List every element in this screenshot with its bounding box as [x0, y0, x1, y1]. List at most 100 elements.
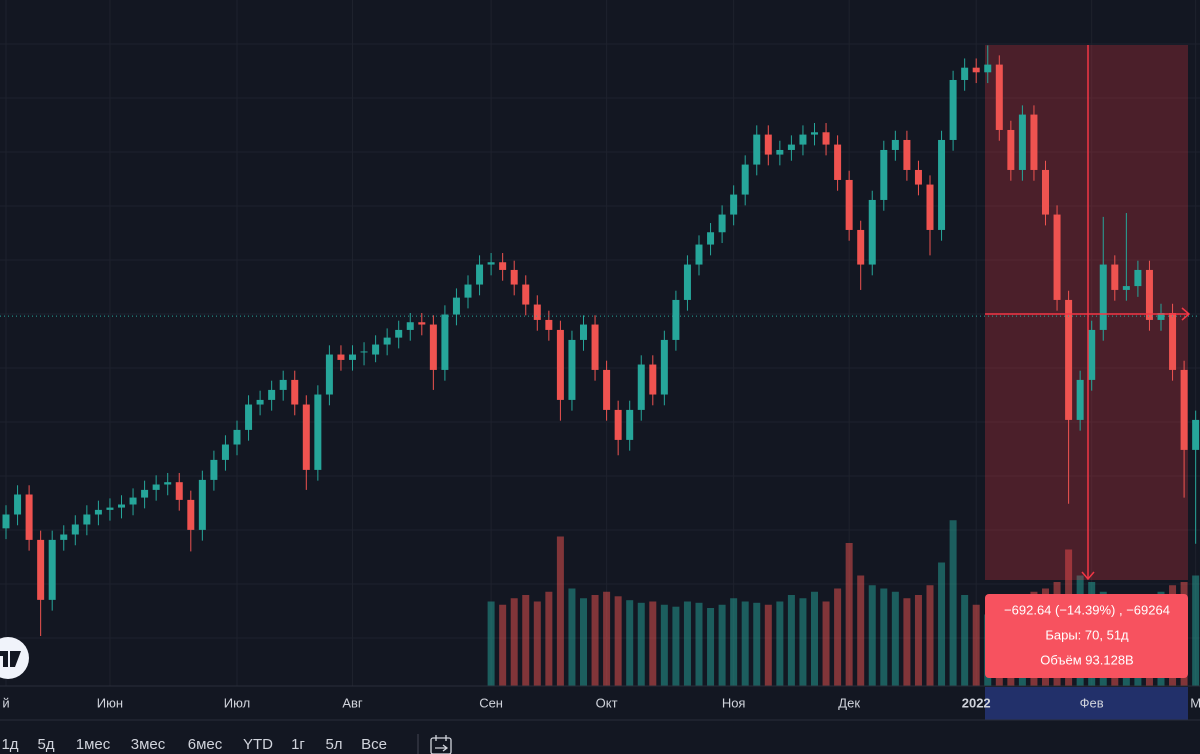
candle-body [71, 524, 79, 535]
candle-body [776, 149, 784, 155]
volume-bar [1192, 575, 1200, 686]
volume-bar [683, 601, 691, 686]
candle-body [210, 459, 218, 480]
measure-change: −692.64 (−14.39%) , −69264 [1004, 602, 1170, 617]
volume-bar [822, 601, 830, 686]
candle-body [637, 364, 645, 410]
calendar-icon[interactable] [430, 735, 452, 754]
range-button[interactable]: YTD [243, 736, 273, 753]
candle-body [337, 354, 345, 360]
measure-volume: Объём 93.128B [1040, 652, 1133, 667]
candle-body [302, 404, 310, 470]
candle-body [256, 399, 264, 405]
range-button[interactable]: 5д [37, 736, 54, 753]
candle-layer [2, 45, 1200, 637]
volume-bar [660, 604, 668, 686]
candle-body [660, 339, 668, 395]
candle-body [60, 534, 68, 540]
range-button[interactable]: 3мес [131, 736, 166, 753]
volume-bar [753, 602, 761, 686]
range-button[interactable]: 1мес [76, 736, 111, 753]
candle-body [1134, 269, 1142, 287]
x-tick-label: Июл [224, 695, 250, 710]
candle-body [349, 354, 356, 360]
candle-body [868, 199, 876, 265]
calendar-frame [430, 737, 452, 754]
candle-body [1065, 299, 1073, 420]
candle-body [1111, 264, 1119, 290]
candle-body [14, 494, 22, 515]
candle-body [106, 507, 114, 510]
candle-body [914, 169, 922, 185]
candle-body [1099, 264, 1107, 330]
candle-body [683, 264, 691, 300]
volume-bar [487, 601, 495, 686]
measure-bars: Бары: 70, 51д [1045, 627, 1129, 642]
volume-bar [787, 595, 795, 686]
x-tick-label: Окт [596, 695, 618, 710]
candle-body [591, 324, 599, 370]
toolbar: 1д 5д 1мес 3мес 6мес YTD 1г 5л Все [1, 736, 386, 753]
candle-body [291, 379, 299, 405]
range-button[interactable]: 1г [291, 736, 305, 753]
candle-body [972, 67, 980, 73]
range-button[interactable]: Все [361, 736, 387, 753]
candle-body [187, 499, 195, 530]
volume-bar [522, 595, 530, 686]
candle-body [37, 539, 45, 600]
volume-bar [799, 598, 807, 686]
volume-bar [591, 595, 599, 686]
candle-body [1145, 269, 1153, 320]
candle-body [568, 339, 576, 400]
candle-body [1122, 286, 1130, 290]
candle-body [499, 262, 507, 270]
measure-arrow [1181, 307, 1191, 321]
candle-body [175, 482, 183, 500]
candle-body [695, 244, 703, 265]
volume-bar [868, 585, 876, 686]
candle-body [811, 132, 818, 135]
volume-bar [961, 595, 969, 686]
volume-bar [649, 601, 657, 686]
volume-bar [499, 604, 507, 686]
candle-body [672, 299, 680, 340]
x-tick-label: й [2, 695, 9, 710]
candle-body [141, 489, 149, 498]
x-tick-label: Сен [479, 695, 503, 710]
candle-body [279, 379, 287, 390]
candle-body [314, 394, 322, 470]
candle-body [522, 284, 530, 305]
candle-body [25, 494, 33, 540]
candle-body [707, 232, 715, 245]
volume-bar [914, 595, 922, 686]
measure-label-box [985, 594, 1188, 678]
volume-bar [718, 604, 726, 686]
candle-body [383, 337, 391, 345]
candle-body [1192, 419, 1200, 450]
candle-body [129, 497, 137, 505]
candle-body [718, 214, 726, 233]
volume-bar [776, 601, 784, 686]
candle-body [949, 79, 957, 140]
candle-body [1007, 129, 1015, 170]
volume-bar [811, 591, 818, 686]
candle-body [764, 134, 772, 155]
calendar-arrow [435, 744, 449, 752]
x-axis: й Июн Июл Авг Сен Окт Ноя Дек 2022 Фев М [2, 695, 1200, 710]
range-button[interactable]: 5л [325, 736, 342, 753]
candle-body [360, 351, 368, 353]
volume-bar [556, 536, 564, 686]
volume-bar [510, 598, 518, 686]
volume-bar [695, 602, 703, 686]
x-tick-label: М [1190, 695, 1200, 710]
range-button[interactable]: 6мес [188, 736, 223, 753]
measure-area [985, 45, 1188, 580]
candle-body [880, 149, 888, 200]
candle-body [787, 144, 795, 150]
candle-body [580, 324, 587, 340]
candle-body [799, 134, 807, 145]
candle-body [891, 139, 899, 150]
range-button[interactable]: 1д [1, 736, 18, 753]
